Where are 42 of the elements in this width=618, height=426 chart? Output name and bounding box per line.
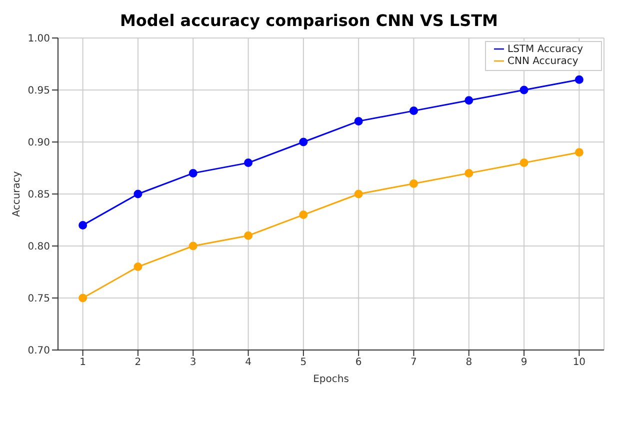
point — [188, 168, 198, 178]
point — [78, 220, 88, 230]
x-tick-label: 7 — [410, 357, 417, 368]
legend-label: CNN Accuracy — [508, 56, 578, 67]
point — [409, 106, 418, 116]
point — [244, 158, 253, 168]
x-tick-label: 2 — [134, 357, 142, 368]
point — [299, 138, 308, 146]
point — [574, 148, 584, 157]
x-tick-label: 5 — [300, 357, 307, 368]
point — [354, 190, 363, 198]
point — [520, 158, 528, 168]
point — [134, 262, 142, 272]
point — [299, 210, 308, 220]
legend-label: LSTM Accuracy — [508, 44, 583, 55]
x-axis-title: Epochs — [313, 374, 349, 385]
y-tick-label: 0.90 — [28, 138, 50, 149]
y-tick-label: 0.85 — [28, 190, 50, 201]
point — [464, 96, 474, 105]
point — [574, 75, 584, 84]
point — [520, 86, 528, 94]
y-tick-label: 1.00 — [28, 34, 50, 45]
x-tick-label: 8 — [466, 357, 472, 368]
x-tick-label: 3 — [190, 357, 196, 368]
chart-title: Model accuracy comparison CNN VS LSTM — [119, 10, 499, 32]
point — [134, 190, 142, 198]
y-tick-label: 0.95 — [28, 86, 50, 97]
y-tick-label: 0.80 — [28, 242, 50, 253]
y-axis-title: Accuracy — [12, 171, 23, 217]
x-tick-label: 9 — [520, 357, 528, 368]
y-tick-label: 0.75 — [28, 294, 50, 305]
point — [464, 168, 474, 178]
y-tick-label: 0.70 — [28, 346, 50, 357]
point — [78, 294, 88, 302]
x-tick-label: 10 — [572, 357, 586, 368]
point — [354, 116, 363, 126]
x-tick-label: 4 — [245, 357, 252, 368]
x-tick-label: 6 — [355, 357, 362, 368]
x-tick-label: 1 — [80, 357, 86, 368]
point — [188, 242, 198, 250]
point — [244, 231, 253, 240]
point — [409, 179, 418, 188]
